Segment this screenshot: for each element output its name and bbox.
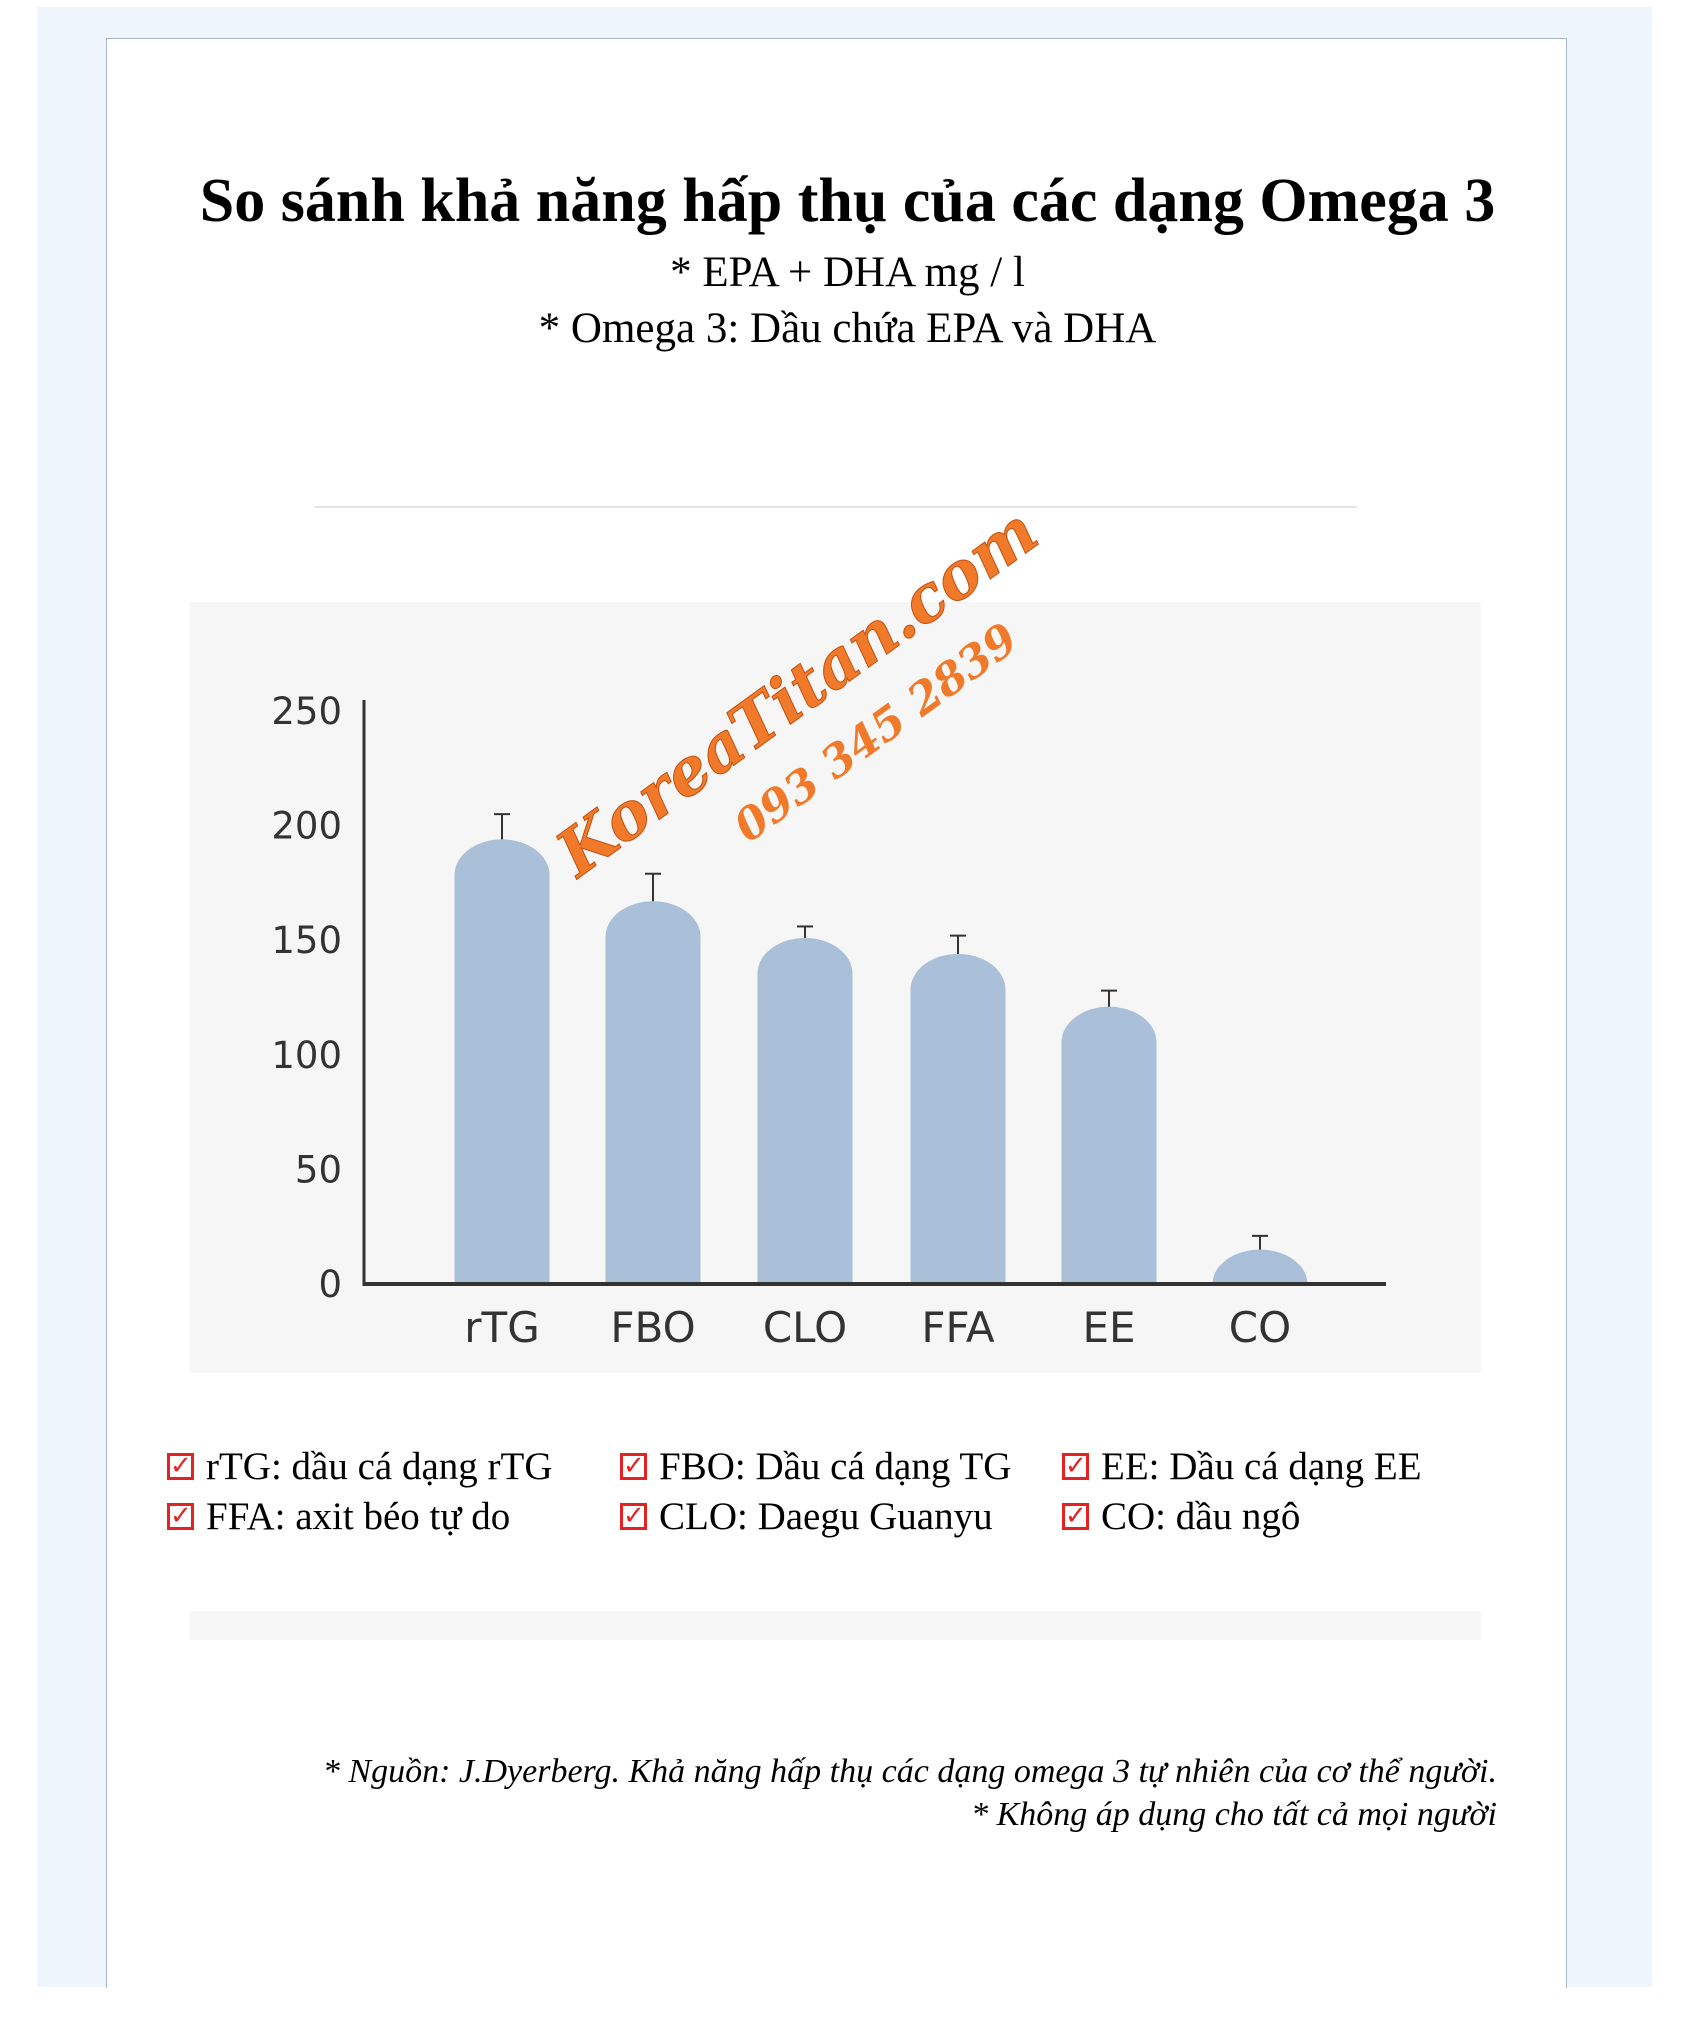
- bar-CLO: [757, 937, 853, 1284]
- legend-label: FBO: Dầu cá dạng TG: [659, 1445, 1012, 1488]
- page-title: So sánh khả năng hấp thụ của các dạng Om…: [199, 167, 1496, 235]
- subtitle-definition: * Omega 3: Dầu chứa EPA và DHA: [538, 305, 1157, 352]
- bar-EE: [1061, 1006, 1157, 1284]
- y-tick-label: 150: [271, 919, 342, 962]
- legend-label: CO: dầu ngô: [1101, 1495, 1301, 1538]
- legend-label: EE: Dầu cá dạng EE: [1101, 1445, 1422, 1488]
- footnote-disclaimer: * Không áp dụng cho tất cả mọi người: [971, 1796, 1497, 1833]
- legend-item: ✓ CLO: Daegu Guanyu: [620, 1494, 993, 1539]
- y-tick-label: 250: [271, 690, 342, 733]
- bar-rTG: [454, 839, 550, 1284]
- legend-item: ✓ FBO: Dầu cá dạng TG: [620, 1444, 1011, 1489]
- checked-box-icon: ✓: [620, 1453, 647, 1480]
- watermark-site: KoreaTitan.com: [542, 494, 1052, 893]
- y-tick-label: 100: [271, 1034, 342, 1077]
- x-tick-label: FFA: [921, 1303, 994, 1352]
- checked-box-icon: ✓: [167, 1453, 194, 1480]
- legend-item: ✓ EE: Dầu cá dạng EE: [1062, 1444, 1422, 1489]
- separator-strip: [190, 1611, 1481, 1640]
- legend-label: CLO: Daegu Guanyu: [659, 1495, 993, 1538]
- legend-item: ✓ rTG: dầu cá dạng rTG: [167, 1444, 553, 1489]
- legend-item: ✓ CO: dầu ngô: [1062, 1494, 1300, 1539]
- y-tick-label: 200: [271, 805, 342, 848]
- x-tick-label: FBO: [610, 1303, 695, 1352]
- y-tick-label: 50: [295, 1148, 342, 1191]
- x-tick-label: rTG: [464, 1303, 539, 1352]
- bar-CO: [1212, 1249, 1308, 1284]
- y-tick-label: 0: [318, 1263, 342, 1306]
- footnote-source: * Nguồn: J.Dyerberg. Khả năng hấp thụ cá…: [322, 1753, 1497, 1790]
- bar-FFA: [910, 953, 1006, 1284]
- checked-box-icon: ✓: [1062, 1503, 1089, 1530]
- legend-label: rTG: dầu cá dạng rTG: [206, 1445, 553, 1488]
- bar-FBO: [605, 901, 701, 1284]
- legend-item: ✓ FFA: axit béo tự do: [167, 1494, 510, 1539]
- x-tick-label: EE: [1082, 1303, 1135, 1352]
- x-tick-label: CLO: [763, 1303, 847, 1352]
- subtitle-units: * EPA + DHA mg / l: [670, 249, 1025, 296]
- divider: [314, 506, 1357, 508]
- checked-box-icon: ✓: [620, 1503, 647, 1530]
- checked-box-icon: ✓: [167, 1503, 194, 1530]
- checked-box-icon: ✓: [1062, 1453, 1089, 1480]
- legend-label: FFA: axit béo tự do: [206, 1495, 511, 1538]
- x-tick-label: CO: [1229, 1303, 1291, 1352]
